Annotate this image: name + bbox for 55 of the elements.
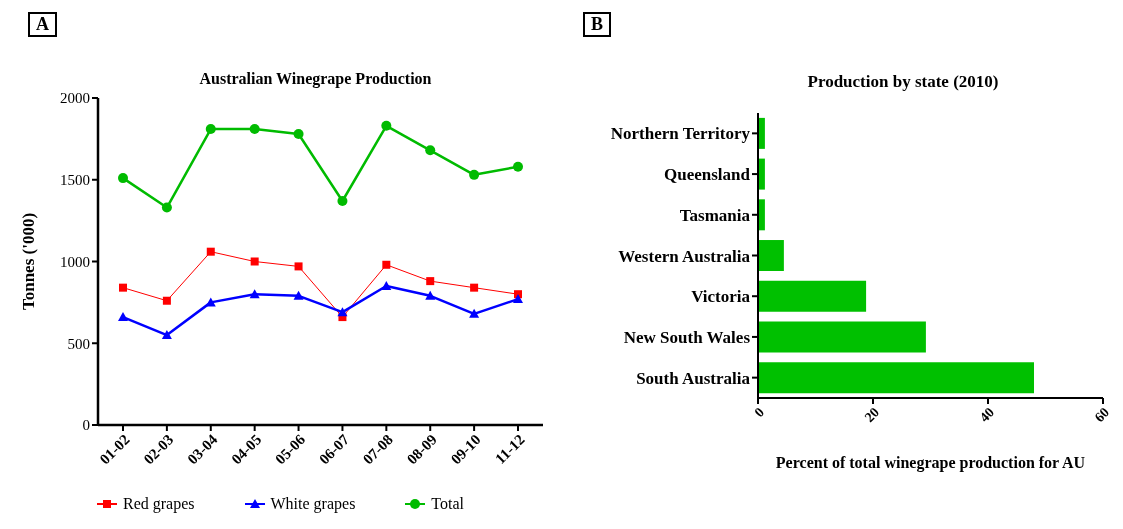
point — [513, 161, 523, 172]
point — [118, 173, 128, 184]
legend-label: Red grapes — [122, 495, 195, 513]
y-tick-label: 1000 — [60, 253, 90, 270]
y-axis-title: Tonnes ('000) — [19, 212, 39, 311]
y-tick-label: 2000 — [60, 90, 90, 107]
point — [118, 312, 128, 322]
y-tick-label: South Australia — [636, 368, 751, 388]
y-tick-label: Tasmania — [679, 205, 751, 225]
point — [470, 283, 479, 292]
point — [381, 281, 392, 291]
bar — [758, 321, 926, 353]
bar — [758, 280, 867, 312]
bar — [758, 362, 1034, 394]
point — [293, 128, 304, 139]
chart-title: Australian Winegrape Production — [198, 70, 433, 88]
x-tick-label: 20 — [861, 404, 883, 426]
point — [161, 202, 172, 213]
text: B — [583, 12, 612, 37]
point — [293, 290, 304, 300]
legend-label: White grapes — [270, 495, 356, 513]
y-tick-label: Queensland — [664, 165, 751, 185]
x-tick-label: 60 — [1091, 404, 1113, 426]
y-tick-label: Northern Territory — [610, 124, 751, 144]
y-tick-label: Victoria — [691, 287, 751, 307]
y-tick-label: 1500 — [60, 172, 90, 189]
point — [381, 120, 392, 131]
point — [162, 296, 171, 305]
point — [161, 330, 172, 340]
point — [249, 124, 260, 135]
y-tick-label: New South Wales — [623, 327, 751, 347]
y-tick-label: 500 — [67, 335, 90, 352]
chart-title: Production by state (2010) — [806, 72, 1000, 92]
text: A — [28, 12, 57, 37]
point — [294, 262, 303, 271]
point — [205, 124, 216, 135]
legend-label: Total — [431, 495, 465, 513]
point — [119, 283, 127, 292]
x-tick-label: 0 — [751, 404, 768, 421]
bar — [758, 240, 784, 272]
x-tick-label: 40 — [976, 404, 998, 426]
point — [337, 196, 348, 207]
point — [426, 277, 435, 286]
point — [513, 294, 523, 304]
point — [425, 145, 436, 156]
point — [337, 307, 348, 317]
y-tick-label: Western Australia — [618, 246, 751, 266]
point — [382, 260, 391, 269]
point — [206, 247, 215, 256]
x-axis-title: Percent of total winegrape production for AU — [775, 454, 1086, 472]
point — [469, 169, 480, 180]
point — [469, 308, 480, 318]
point — [249, 289, 260, 299]
point — [250, 257, 259, 266]
point — [425, 290, 436, 300]
